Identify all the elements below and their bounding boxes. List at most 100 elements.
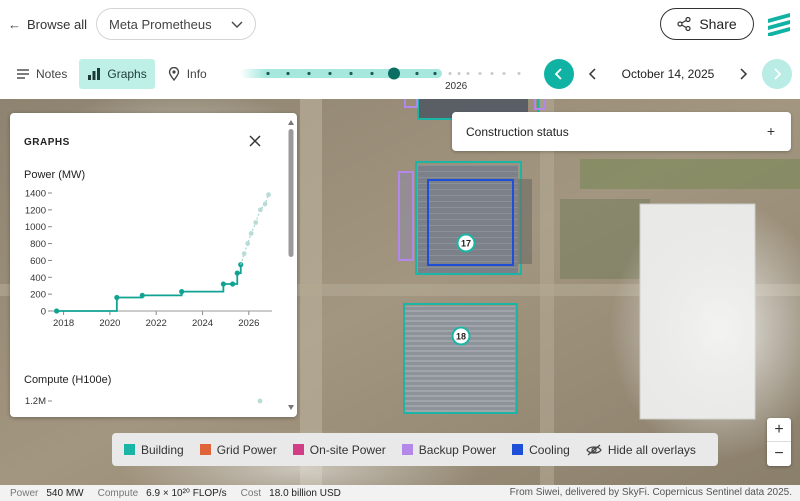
marker-17-label: 17	[461, 239, 471, 249]
projected-data-point	[258, 207, 263, 213]
tab-graphs[interactable]: Graphs	[79, 59, 155, 89]
y-tick-label: 0	[41, 307, 46, 318]
construction-status-label: Construction status	[466, 124, 569, 139]
projected-data-point	[248, 231, 254, 236]
timeline-year-label: 2026	[445, 81, 468, 92]
chevron-left-icon	[554, 68, 562, 80]
browse-all-label: Browse all	[27, 16, 87, 32]
power-data-point	[220, 281, 226, 287]
tab-graphs-label: Graphs	[107, 67, 147, 81]
legend-label: Backup Power	[418, 442, 497, 457]
power-chart-title: Power (MW)	[24, 169, 86, 181]
location-pin-icon	[168, 67, 179, 81]
compute-value: 6.9 × 10²⁰ FLOP/s	[146, 487, 227, 499]
zoom-out-button[interactable]: −	[774, 445, 784, 462]
browse-all-link[interactable]: ← Browse all	[8, 14, 87, 34]
share-button[interactable]: Share	[660, 8, 754, 40]
legend-swatch	[512, 444, 524, 455]
timeline-slider[interactable]	[240, 66, 530, 96]
power-series-line	[56, 264, 242, 312]
graphs-scrollbar[interactable]	[287, 117, 295, 413]
zoom-controls: + −	[767, 418, 791, 466]
legend-building[interactable]: Building	[124, 443, 184, 457]
graphs-title: GRAPHS	[24, 137, 70, 148]
view-tabs: Notes Graphs Info	[8, 59, 215, 89]
hide-overlays-label: Hide all overlays	[607, 442, 696, 457]
legend-cooling[interactable]: Cooling	[512, 443, 570, 457]
power-key: Power	[10, 487, 39, 499]
y-tick-label: 1.2M	[25, 396, 46, 407]
previous-date-button[interactable]	[585, 66, 601, 82]
overlay-legend: Building Grid Power On-site Power Backup…	[112, 433, 718, 466]
legend-swatch	[292, 444, 304, 455]
marker-18-label: 18	[456, 332, 466, 342]
legend-swatch	[401, 444, 413, 455]
x-tick-label: 2018	[53, 318, 74, 329]
brand-logo-icon[interactable]	[766, 12, 792, 36]
close-icon[interactable]	[248, 134, 262, 148]
compute-key: Compute	[97, 487, 139, 499]
graphs-panel: GRAPHS Power (MW) 0 200 400 600 800 1000 1200 1…	[10, 113, 297, 417]
site-name: Meta Prometheus	[109, 16, 212, 32]
power-data-point	[179, 289, 185, 295]
power-data-point	[54, 308, 60, 314]
back-arrow-icon: ←	[8, 16, 21, 32]
power-data-point	[139, 292, 145, 299]
expand-icon[interactable]: +	[766, 123, 775, 139]
y-tick-label: 1000	[25, 222, 46, 233]
cost-key: Cost	[240, 487, 262, 499]
projected-data-point	[266, 192, 271, 198]
x-tick-label: 2024	[192, 318, 213, 329]
y-tick-label: 400	[30, 273, 46, 284]
y-tick-label: 800	[30, 239, 46, 250]
legend-swatch	[124, 444, 135, 455]
legend-label: Building	[141, 442, 184, 457]
legend-backup-power[interactable]: Backup Power	[401, 442, 497, 457]
tab-info[interactable]: Info	[159, 59, 215, 89]
projected-data-point	[257, 398, 263, 404]
legend-label: Cooling	[529, 442, 570, 457]
top-bar: ← Browse all Meta Prometheus Share Notes…	[0, 0, 800, 99]
power-value: 540 MW	[46, 487, 84, 499]
x-tick-label: 2022	[146, 318, 167, 329]
next-snapshot-button[interactable]	[762, 59, 792, 89]
compute-chart[interactable]: 1.2M	[10, 391, 285, 417]
power-data-point	[230, 281, 236, 287]
marker-18[interactable]: 18	[451, 326, 471, 346]
power-data-point	[114, 294, 120, 301]
notes-icon	[17, 69, 29, 79]
y-tick-label: 200	[30, 290, 46, 301]
y-tick-label: 600	[30, 256, 46, 267]
imagery-credit: From Siwei, delivered by SkyFi. Copernic…	[509, 487, 792, 498]
timeline-handle	[388, 67, 400, 80]
tab-notes[interactable]: Notes	[8, 59, 75, 89]
chevron-right-icon	[774, 68, 782, 80]
x-tick-label: 2020	[99, 318, 120, 329]
y-tick-label: 1400	[25, 189, 46, 200]
zoom-in-button[interactable]: +	[767, 418, 791, 442]
projected-data-point	[253, 220, 259, 225]
chevron-down-icon	[231, 21, 243, 28]
share-label: Share	[699, 16, 737, 32]
power-data-point	[234, 270, 240, 276]
legend-label: On-site Power	[309, 442, 386, 457]
projected-data-point	[245, 241, 251, 246]
bar-chart-icon	[88, 68, 101, 80]
previous-snapshot-button[interactable]	[544, 59, 574, 89]
construction-status-panel[interactable]: Construction status +	[452, 112, 791, 151]
legend-on-site-power[interactable]: On-site Power	[292, 442, 386, 457]
hide-overlays-button[interactable]: Hide all overlays	[586, 443, 696, 457]
tab-notes-label: Notes	[36, 67, 68, 81]
cost-value: 18.0 billion USD	[269, 487, 341, 499]
site-selector[interactable]: Meta Prometheus	[96, 8, 256, 40]
projected-data-point	[241, 251, 247, 257]
legend-grid-power[interactable]: Grid Power	[199, 443, 277, 457]
marker-17[interactable]: 17	[456, 233, 476, 253]
power-chart[interactable]: 0 200 400 600 800 1000 1200 1400 2018 2020 2022 202…	[10, 187, 285, 332]
compute-chart-title: Compute (H100e)	[24, 374, 112, 386]
tab-info-label: Info	[186, 67, 207, 81]
projected-data-point	[262, 201, 268, 207]
next-date-button[interactable]	[735, 66, 751, 82]
x-tick-label: 2026	[238, 318, 259, 329]
stats-footer: Power 540 MW Compute 6.9 × 10²⁰ FLOP/s C…	[0, 485, 800, 501]
